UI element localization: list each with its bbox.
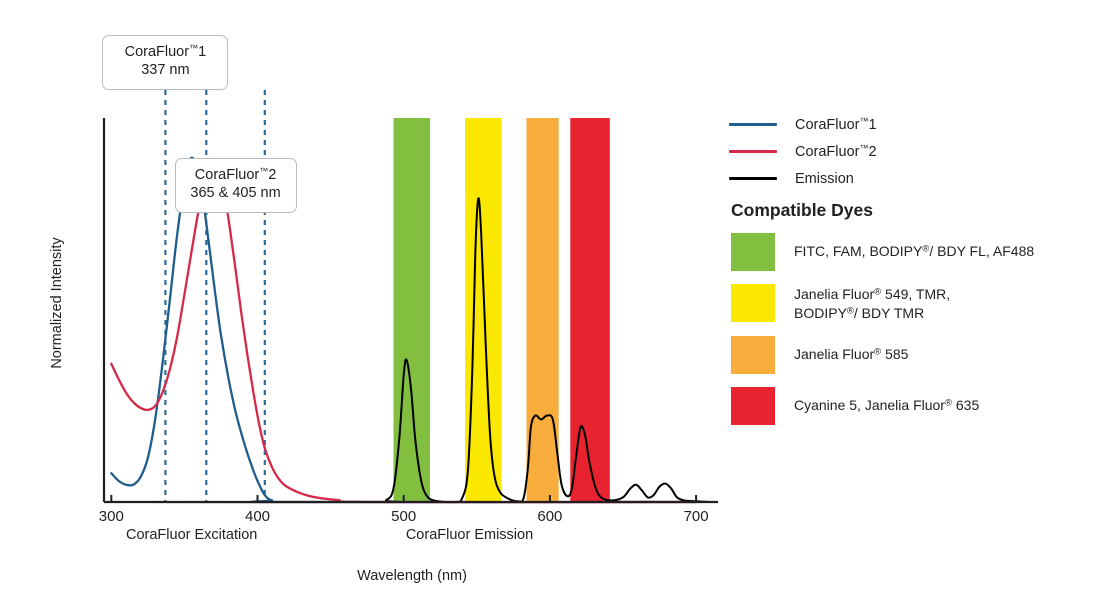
dye-label-text: Cyanine 5, Janelia Fluor: [794, 396, 945, 413]
legend-item-0: CoraFluor™1: [729, 111, 1089, 138]
dye-label-text: BODIPY: [794, 304, 847, 321]
dye-item-0: FITC, FAM, BODIPY®/ BDY FL, AF488: [731, 233, 1101, 271]
y-axis-title: Normalized Intensity: [49, 237, 65, 369]
dye-label-line: FITC, FAM, BODIPY®/ BDY FL, AF488: [794, 242, 1034, 261]
x-axis-tick-label-600: 600: [537, 508, 563, 525]
dye-label-tail: 549, TMR,: [881, 286, 951, 302]
x-axis-tick-label-400: 400: [244, 508, 271, 525]
dye-label-text: Janelia Fluor: [794, 345, 875, 362]
dye-label-line: Janelia Fluor® 549, TMR,: [794, 285, 950, 304]
dye-color-swatch: [731, 233, 775, 271]
legend-label-text: CoraFluor: [795, 116, 860, 133]
x-axis-group-label-excitation: CoraFluor Excitation: [126, 527, 258, 543]
dye-label-line: Janelia Fluor® 585: [794, 345, 908, 364]
registered-symbol: ®: [874, 286, 882, 298]
dye-item-2: Janelia Fluor® 585: [731, 335, 1101, 374]
callout-corafluor1-line1: CoraFluor™1: [124, 43, 207, 60]
compatible-dyes-heading: Compatible Dyes: [731, 200, 873, 220]
dye-item-label: Janelia Fluor® 585: [794, 336, 908, 364]
legend-item-label: Emission: [795, 171, 854, 187]
callout-corafluor2-line2: 365 & 405 nm: [190, 185, 281, 202]
dye-label-tail: / BDY FL, AF488: [929, 243, 1035, 259]
dye-item-label: FITC, FAM, BODIPY®/ BDY FL, AF488: [794, 233, 1034, 261]
dye-color-swatch: [731, 386, 775, 425]
legend-item-label: CoraFluor™1: [795, 116, 877, 133]
legend-item-2: Emission: [729, 165, 1089, 192]
trademark-symbol: ™: [259, 166, 269, 177]
registered-symbol: ®: [944, 397, 952, 409]
dye-label-text: Janelia Fluor: [794, 286, 875, 302]
trademark-symbol: ™: [859, 116, 869, 127]
registered-symbol: ®: [874, 346, 882, 358]
callout-corafluor1-line2: 337 nm: [141, 62, 190, 79]
dye-color-swatch: [731, 335, 775, 374]
trademark-symbol: ™: [189, 43, 199, 54]
dye-label-tail: / BDY TMR: [853, 304, 925, 321]
legend-line-swatch: [729, 123, 777, 126]
legend-line-swatch: [729, 177, 777, 180]
dye-color-swatch: [731, 284, 775, 322]
legend-item-label: CoraFluor™2: [795, 143, 877, 160]
x-axis-group-label-emission: CoraFluor Emission: [405, 527, 534, 543]
legend-line-swatch: [729, 150, 777, 153]
legend-label-text: Emission: [795, 170, 854, 187]
dye-label-line: BODIPY®/ BDY TMR: [794, 304, 950, 323]
registered-symbol: ®: [846, 305, 854, 317]
emission-band-3: [570, 118, 610, 502]
dye-item-label: Janelia Fluor® 549, TMR, BODIPY®/ BDY TMR: [794, 284, 950, 323]
callout-corafluor2-line1: CoraFluor™2: [194, 166, 277, 183]
x-axis-tick-label-700: 700: [683, 508, 709, 525]
dye-item-3: Cyanine 5, Janelia Fluor® 635: [731, 386, 1101, 425]
registered-symbol: ®: [922, 243, 930, 255]
series-curve-2: [110, 197, 712, 504]
legend-label-text: CoraFluor: [795, 143, 860, 160]
dye-item-1: Janelia Fluor® 549, TMR, BODIPY®/ BDY TMR: [731, 284, 1101, 323]
dye-item-label: Cyanine 5, Janelia Fluor® 635: [794, 387, 979, 415]
x-axis-title: Wavelength (nm): [357, 568, 467, 584]
trademark-symbol: ™: [859, 143, 869, 154]
callout-corafluor2: CoraFluor™2 365 & 405 nm: [174, 158, 297, 213]
emission-band-2: [526, 118, 559, 502]
legend-item-1: CoraFluor™2: [729, 138, 1089, 165]
callout-corafluor1: CoraFluor™1 337 nm: [102, 35, 229, 90]
dye-label-text: FITC, FAM, BODIPY: [794, 243, 923, 259]
dye-label-line: Cyanine 5, Janelia Fluor® 635: [794, 396, 979, 415]
dye-label-tail: 585: [881, 345, 909, 362]
series-legend: CoraFluor™1 CoraFluor™2 Emission: [729, 111, 1089, 192]
legend-label-suffix: 1: [868, 116, 877, 133]
compatible-dyes-list: FITC, FAM, BODIPY®/ BDY FL, AF488 Janelia…: [731, 233, 1101, 438]
x-axis-tick-label-300: 300: [98, 508, 124, 525]
legend-label-suffix: 2: [868, 143, 877, 160]
dye-label-tail: 635: [951, 396, 980, 413]
x-axis-tick-label-500: 500: [391, 508, 417, 525]
